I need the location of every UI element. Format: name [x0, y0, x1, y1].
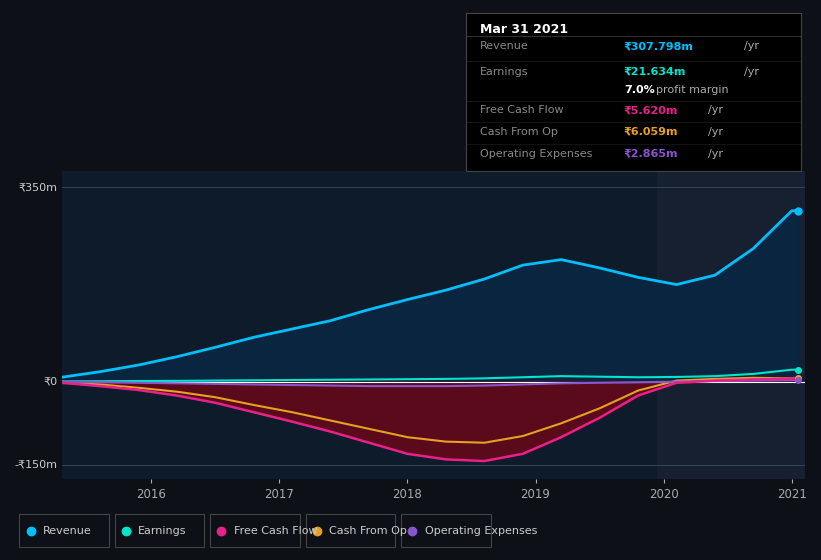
- Text: Earnings: Earnings: [138, 526, 187, 535]
- Bar: [658, 171, 805, 479]
- Text: ₹307.798m: ₹307.798m: [624, 41, 694, 52]
- Text: -₹150m: -₹150m: [15, 460, 57, 470]
- Text: Cash From Op: Cash From Op: [479, 127, 557, 137]
- Text: Earnings: Earnings: [479, 67, 528, 77]
- Text: ₹350m: ₹350m: [19, 183, 57, 193]
- Text: Revenue: Revenue: [479, 41, 529, 52]
- Text: Mar 31 2021: Mar 31 2021: [479, 23, 568, 36]
- Text: Operating Expenses: Operating Expenses: [479, 149, 592, 158]
- Text: profit margin: profit margin: [656, 85, 728, 95]
- Text: /yr: /yr: [708, 105, 722, 115]
- Text: ₹2.865m: ₹2.865m: [624, 149, 678, 158]
- Text: 7.0%: 7.0%: [624, 85, 654, 95]
- Text: Free Cash Flow: Free Cash Flow: [479, 105, 563, 115]
- Text: ₹6.059m: ₹6.059m: [624, 127, 678, 137]
- Text: ₹0: ₹0: [44, 377, 57, 387]
- Text: /yr: /yr: [708, 127, 722, 137]
- Text: /yr: /yr: [708, 149, 722, 158]
- Text: Cash From Op: Cash From Op: [329, 526, 407, 535]
- Text: ₹21.634m: ₹21.634m: [624, 67, 686, 77]
- Text: Free Cash Flow: Free Cash Flow: [234, 526, 318, 535]
- Text: /yr: /yr: [745, 67, 759, 77]
- Text: Operating Expenses: Operating Expenses: [424, 526, 537, 535]
- Text: /yr: /yr: [745, 41, 759, 52]
- Text: ₹5.620m: ₹5.620m: [624, 105, 678, 115]
- Text: Revenue: Revenue: [43, 526, 92, 535]
